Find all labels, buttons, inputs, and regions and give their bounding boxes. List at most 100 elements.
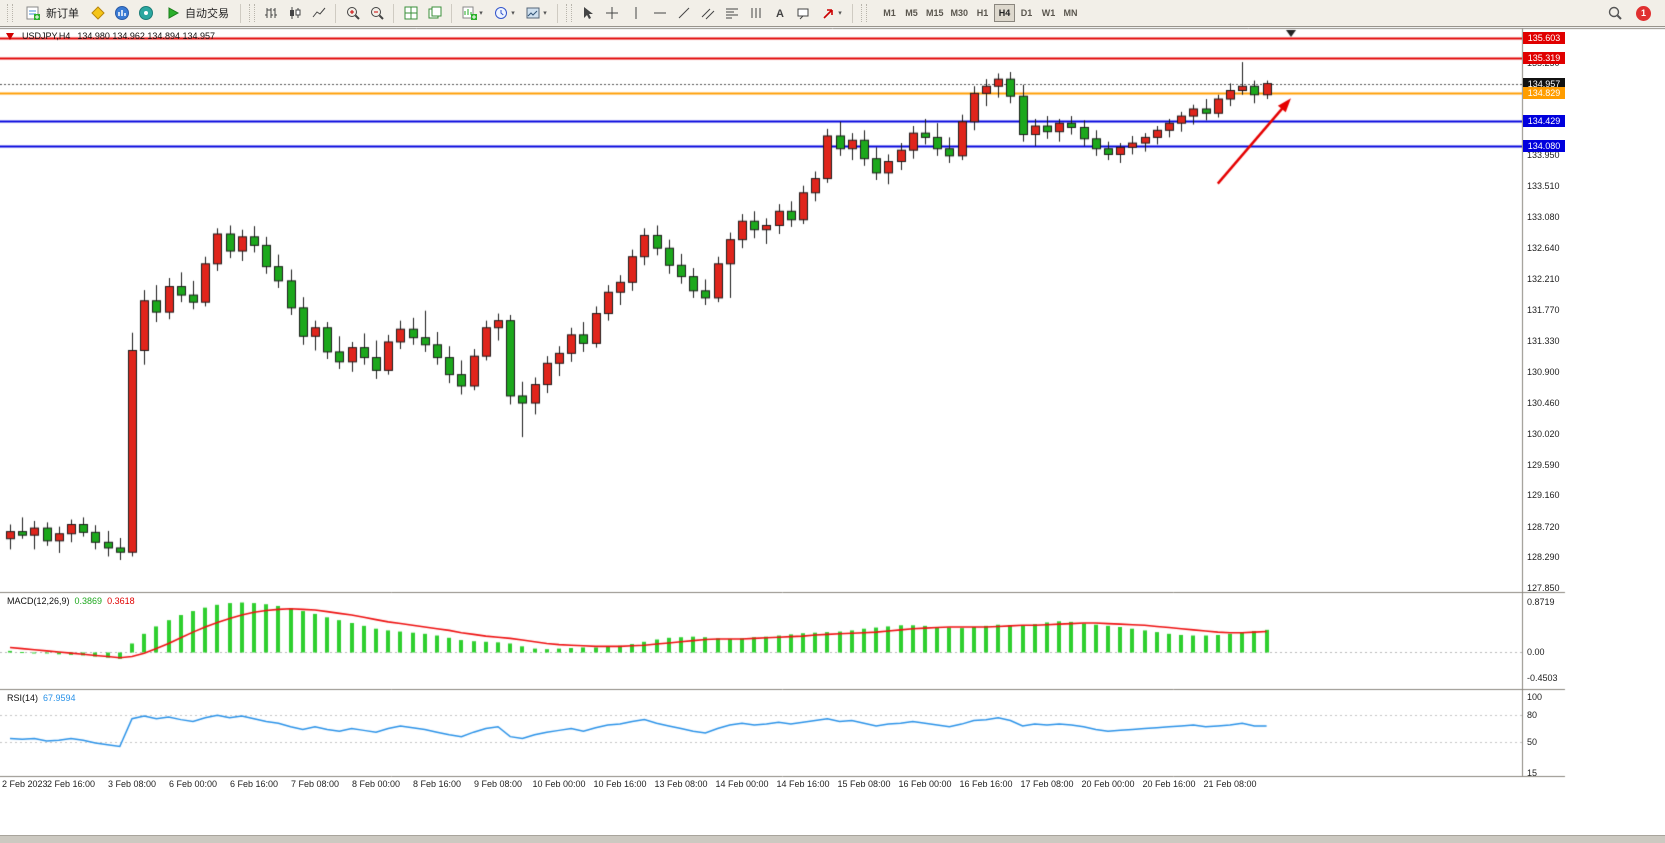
- price-tick-label: 133.510: [1527, 181, 1560, 192]
- time-axis-label: 3 Feb 08:00: [107, 779, 157, 789]
- toolbar-right-group: 1: [1603, 2, 1661, 25]
- timeframe-toolbar: M1 M5 M15 M30 H1 H4 D1 W1 MN: [879, 4, 1081, 22]
- ohlc-values: 134.980 134.962 134.894 134.957: [77, 31, 215, 41]
- fibonacci-icon[interactable]: [720, 2, 743, 25]
- notification-badge[interactable]: 1: [1636, 5, 1651, 21]
- navigator-icon[interactable]: [134, 2, 157, 25]
- toolbar-separator: [852, 3, 853, 23]
- timeframe-mn-button[interactable]: MN: [1060, 4, 1081, 22]
- price-tick-label: 127.850: [1527, 583, 1560, 594]
- cursor-icon[interactable]: [576, 2, 599, 25]
- time-axis-label: 2 Feb 2023: [2, 779, 48, 789]
- text-icon[interactable]: A: [768, 2, 791, 25]
- label-icon[interactable]: [792, 2, 815, 25]
- macd-tick-label: 0.8719: [1527, 597, 1555, 608]
- chevron-down-icon: ▾: [543, 10, 547, 17]
- market-watch-icon[interactable]: [110, 2, 133, 25]
- chart-symbol-header: USDJPY,H4 134.980 134.962 134.894 134.95…: [6, 31, 215, 41]
- line-chart-icon[interactable]: [307, 2, 330, 25]
- price-tick-label: 128.720: [1527, 521, 1560, 532]
- time-axis-label: 15 Feb 08:00: [837, 779, 891, 789]
- trendline-icon[interactable]: [672, 2, 695, 25]
- price-badge: 135.603: [1523, 31, 1565, 44]
- crosshair-icon[interactable]: [600, 2, 623, 25]
- horizontal-line-icon[interactable]: [648, 2, 671, 25]
- toolbar-separator: [451, 3, 452, 23]
- price-tick-label: 133.950: [1527, 150, 1560, 161]
- price-tick-label: 130.460: [1527, 398, 1560, 409]
- window-bottom-edge: [0, 835, 1665, 843]
- candlestick-chart-icon[interactable]: [283, 2, 306, 25]
- price-badge: 134.080: [1523, 139, 1565, 152]
- time-axis-label: 20 Feb 00:00: [1081, 779, 1135, 789]
- toolbar-handle[interactable]: [7, 4, 13, 22]
- time-axis-label: 10 Feb 16:00: [593, 779, 647, 789]
- price-tick-label: 131.330: [1527, 336, 1560, 347]
- zoom-out-icon[interactable]: [365, 2, 388, 25]
- price-tick-label: 129.160: [1527, 490, 1560, 501]
- rsi-header: RSI(14) 67.9594: [7, 693, 76, 703]
- rsi-tick-label: 80: [1527, 710, 1538, 721]
- time-axis-label: 7 Feb 08:00: [290, 779, 340, 789]
- new-order-label: 新订单: [46, 8, 79, 20]
- period-dropdown-icon[interactable]: ▾: [489, 2, 520, 25]
- macd-header: MACD(12,26,9) 0.3869 0.3618: [7, 596, 135, 606]
- timeframe-h4-button[interactable]: H4: [994, 4, 1016, 22]
- time-axis-label: 16 Feb 16:00: [959, 779, 1013, 789]
- autotrading-play-icon: [164, 2, 181, 25]
- toolbar-separator: [557, 3, 558, 23]
- price-tick-label: 131.770: [1527, 305, 1560, 315]
- time-axis-label: 8 Feb 16:00: [412, 779, 462, 789]
- timeframe-m15-button[interactable]: M15: [923, 4, 947, 22]
- chevron-down-icon: ▾: [511, 10, 515, 17]
- macd-signal-value: 0.3618: [107, 596, 135, 606]
- toolbar-separator: [393, 3, 394, 23]
- autotrading-button[interactable]: 自动交易: [158, 2, 235, 25]
- channel-icon[interactable]: [696, 2, 719, 25]
- timeframe-m5-button[interactable]: M5: [901, 4, 922, 22]
- search-icon[interactable]: [1603, 2, 1626, 25]
- new-order-icon: [23, 2, 42, 25]
- cycle-lines-icon[interactable]: [744, 2, 767, 25]
- rsi-tick-label: 15: [1527, 768, 1538, 779]
- toolbar-handle[interactable]: [861, 4, 867, 22]
- macd-main-value: 0.3869: [74, 596, 103, 606]
- timeframe-w1-button[interactable]: W1: [1038, 4, 1059, 22]
- tile-windows-icon[interactable]: [399, 2, 422, 25]
- macd-label: MACD(12,26,9): [7, 596, 70, 606]
- template-dropdown-icon[interactable]: ▾: [521, 2, 552, 25]
- arrows-dropdown-icon[interactable]: ▾: [816, 2, 847, 25]
- cascade-windows-icon[interactable]: [423, 2, 446, 25]
- time-axis-label: 2 Feb 16:00: [46, 779, 96, 789]
- macd-tick-label: 0.00: [1527, 647, 1545, 658]
- price-badge: 134.957: [1523, 77, 1565, 90]
- new-chart-icon[interactable]: ▾: [457, 2, 488, 25]
- metaeditor-icon[interactable]: [86, 2, 109, 25]
- price-tick-label: 129.590: [1527, 459, 1560, 470]
- time-axis-label: 9 Feb 08:00: [473, 779, 523, 789]
- bar-chart-icon[interactable]: [259, 2, 282, 25]
- time-axis-label: 20 Feb 16:00: [1142, 779, 1196, 789]
- vertical-line-icon[interactable]: [624, 2, 647, 25]
- toolbar-handle[interactable]: [249, 4, 255, 22]
- zoom-in-icon[interactable]: [341, 2, 364, 25]
- new-order-button[interactable]: 新订单: [17, 2, 85, 25]
- time-axis-label: 6 Feb 16:00: [229, 779, 279, 789]
- toolbar-separator: [240, 3, 241, 23]
- toolbar-handle[interactable]: [566, 4, 572, 22]
- price-tick-label: 128.290: [1527, 552, 1560, 563]
- svg-text:A: A: [776, 8, 784, 20]
- price-tick-label: 130.900: [1527, 366, 1560, 377]
- timeframe-m1-button[interactable]: M1: [879, 4, 900, 22]
- timeframe-h1-button[interactable]: H1: [972, 4, 993, 22]
- price-tick-label: 132.640: [1527, 243, 1560, 254]
- main-toolbar: 新订单 自动交易: [0, 0, 1665, 27]
- symbol-period-label: USDJPY,H4: [22, 31, 71, 41]
- rsi-value: 67.9594: [43, 693, 76, 703]
- timeframe-d1-button[interactable]: D1: [1016, 4, 1037, 22]
- timeframe-m30-button[interactable]: M30: [948, 4, 972, 22]
- time-axis-label: 17 Feb 08:00: [1020, 779, 1074, 789]
- time-axis-label: 14 Feb 00:00: [715, 779, 769, 789]
